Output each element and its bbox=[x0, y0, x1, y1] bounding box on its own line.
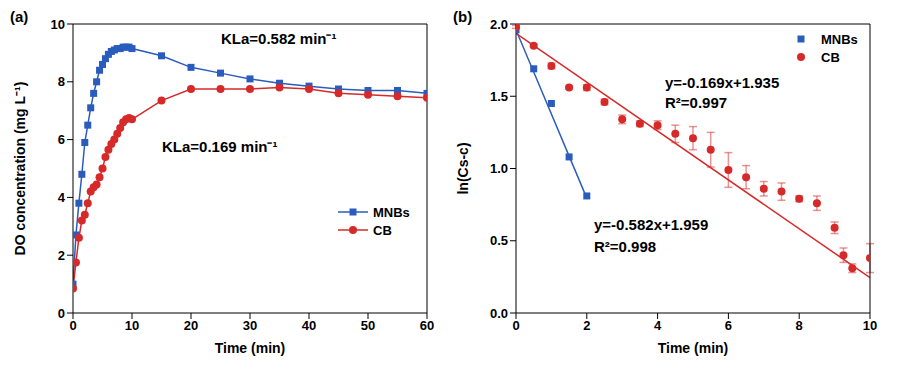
svg-text:50: 50 bbox=[361, 318, 375, 333]
svg-text:0: 0 bbox=[69, 318, 76, 333]
svg-text:10: 10 bbox=[125, 318, 139, 333]
html-text:CB: CB bbox=[821, 49, 840, 65]
html-text:y=-0.169x+1.935: y=-0.169x+1.935 bbox=[665, 74, 780, 91]
svg-text:2: 2 bbox=[58, 248, 65, 263]
svg-text:ln(Cs-c): ln(Cs-c) bbox=[455, 142, 471, 194]
svg-text:DO concentration (mg L⁻¹): DO concentration (mg L⁻¹) bbox=[12, 82, 28, 256]
html-text:KLa=0.169 min⁻¹: KLa=0.169 min⁻¹ bbox=[162, 138, 278, 155]
svg-text:8: 8 bbox=[58, 74, 65, 89]
svg-text:0.0: 0.0 bbox=[490, 306, 508, 321]
html-text:(a): (a) bbox=[10, 8, 29, 25]
svg-text:4: 4 bbox=[58, 190, 66, 205]
html-text:MNBs: MNBs bbox=[373, 204, 410, 220]
html-text:R²=0.998: R²=0.998 bbox=[594, 238, 657, 255]
html-text:MNBs: MNBs bbox=[821, 31, 858, 47]
svg-text:8: 8 bbox=[796, 318, 803, 333]
html-text:y=-0.582x+1.959: y=-0.582x+1.959 bbox=[594, 216, 709, 233]
svg-text:20: 20 bbox=[184, 318, 198, 333]
html-text:R²=0.997: R²=0.997 bbox=[665, 94, 728, 111]
svg-text:40: 40 bbox=[302, 318, 316, 333]
svg-text:30: 30 bbox=[243, 318, 257, 333]
svg-text:6: 6 bbox=[725, 318, 732, 333]
html-text:(b): (b) bbox=[453, 8, 473, 25]
svg-text:2: 2 bbox=[583, 318, 590, 333]
svg-text:4: 4 bbox=[654, 318, 662, 333]
svg-text:Time (min): Time (min) bbox=[215, 340, 286, 356]
svg-text:0.5: 0.5 bbox=[490, 233, 508, 248]
svg-text:Time (min): Time (min) bbox=[658, 340, 729, 356]
svg-text:60: 60 bbox=[420, 318, 434, 333]
svg-text:6: 6 bbox=[58, 132, 65, 147]
svg-text:10: 10 bbox=[51, 17, 65, 32]
svg-text:0: 0 bbox=[58, 306, 65, 321]
svg-text:1.0: 1.0 bbox=[490, 161, 508, 176]
svg-text:10: 10 bbox=[863, 318, 877, 333]
html-text:KLa=0.582 min⁻¹: KLa=0.582 min⁻¹ bbox=[221, 30, 337, 47]
html-text:CB: CB bbox=[373, 222, 392, 238]
svg-text:2.0: 2.0 bbox=[490, 17, 508, 32]
svg-text:1.5: 1.5 bbox=[490, 89, 508, 104]
svg-text:0: 0 bbox=[512, 318, 519, 333]
